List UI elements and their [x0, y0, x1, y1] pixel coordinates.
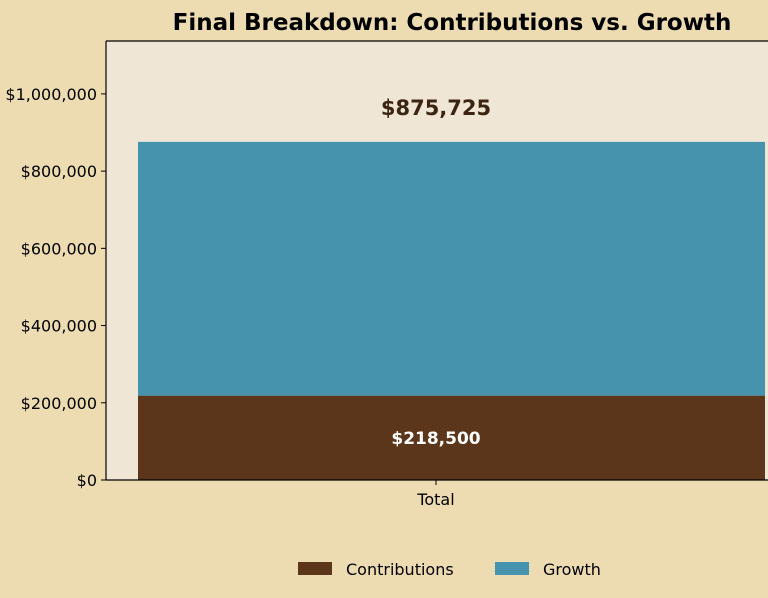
- bars-layer: $218,500 $875,725: [138, 96, 765, 480]
- total-label: $875,725: [381, 96, 491, 120]
- y-tick-label: $400,000: [21, 317, 97, 336]
- y-tick-label: $0: [77, 471, 97, 490]
- y-tick-label: $600,000: [21, 239, 97, 258]
- legend-label-contributions: Contributions: [346, 560, 454, 579]
- y-tick-label: $800,000: [21, 162, 97, 181]
- legend-label-growth: Growth: [543, 560, 601, 579]
- chart-title: Final Breakdown: Contributions vs. Growt…: [173, 10, 732, 36]
- legend: Contributions Growth: [298, 560, 601, 579]
- x-tick-label: Total: [416, 490, 454, 509]
- bar-contributions: [138, 395, 765, 480]
- bar-growth: [138, 141, 765, 396]
- axes-layer: Total $0 $200,000 $400,000 $600,000 $800,000 $…: [5, 40, 768, 509]
- legend-swatch-contributions: [298, 562, 332, 575]
- y-tick-label: $200,000: [21, 394, 97, 413]
- bar-label-contributions: $218,500: [391, 429, 480, 449]
- legend-swatch-growth: [495, 562, 529, 575]
- y-tick-label: $1,000,000: [5, 85, 97, 104]
